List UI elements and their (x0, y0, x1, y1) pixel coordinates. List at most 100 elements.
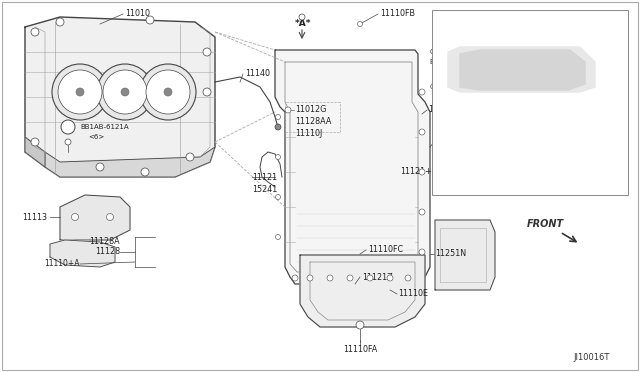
Polygon shape (460, 50, 585, 90)
Circle shape (299, 14, 305, 20)
Circle shape (203, 88, 211, 96)
Bar (432, 10, 628, 195)
Text: 11251N: 11251N (435, 250, 466, 259)
Text: 11128: 11128 (95, 247, 120, 257)
Circle shape (97, 64, 153, 120)
Polygon shape (60, 195, 130, 240)
Circle shape (419, 249, 425, 255)
Circle shape (405, 275, 411, 281)
Polygon shape (45, 147, 215, 177)
Circle shape (292, 275, 298, 281)
Polygon shape (435, 220, 495, 290)
Polygon shape (25, 17, 215, 177)
Text: A: A (480, 94, 484, 99)
Text: *A*: *A* (295, 19, 312, 29)
Circle shape (56, 18, 64, 26)
Text: 11113: 11113 (22, 212, 47, 221)
Circle shape (72, 214, 79, 221)
Circle shape (121, 88, 129, 96)
Circle shape (31, 138, 39, 146)
Circle shape (275, 154, 280, 160)
Text: B: B (66, 125, 70, 129)
Text: C: C (623, 84, 628, 90)
Circle shape (203, 48, 211, 56)
Circle shape (419, 209, 425, 215)
Text: A: A (496, 94, 500, 99)
Circle shape (327, 275, 333, 281)
Text: C‥‥‥ 11110F: C‥‥‥ 11110F (438, 120, 480, 125)
Circle shape (419, 129, 425, 135)
Text: 11110FA: 11110FA (343, 346, 377, 355)
Circle shape (186, 153, 194, 161)
Text: C: C (429, 49, 434, 55)
Circle shape (347, 275, 353, 281)
Text: 11110FC: 11110FC (368, 246, 403, 254)
Text: 15241: 15241 (252, 185, 277, 193)
Text: (8): (8) (438, 111, 477, 116)
Text: 11128AA: 11128AA (295, 118, 332, 126)
Circle shape (275, 124, 281, 130)
Text: FRONT: FRONT (527, 219, 564, 229)
Circle shape (52, 64, 108, 120)
Text: 11110E: 11110E (398, 289, 428, 298)
Polygon shape (25, 137, 45, 167)
Circle shape (275, 234, 280, 240)
Text: 11110+A: 11110+A (45, 260, 80, 269)
Circle shape (103, 70, 147, 114)
Circle shape (358, 22, 362, 26)
Circle shape (31, 28, 39, 36)
Text: A: A (560, 94, 564, 99)
Circle shape (58, 70, 102, 114)
Text: 11110FB: 11110FB (380, 10, 415, 19)
Circle shape (419, 169, 425, 175)
Text: B: B (623, 59, 628, 65)
Text: A: A (546, 45, 550, 50)
Circle shape (65, 139, 71, 145)
Circle shape (164, 88, 172, 96)
Text: 11121: 11121 (252, 173, 277, 182)
Circle shape (146, 70, 190, 114)
Text: A: A (513, 45, 517, 50)
Circle shape (140, 64, 196, 120)
Text: A: A (466, 45, 470, 50)
Text: 11036: 11036 (428, 106, 453, 115)
Text: VIEW 'A': VIEW 'A' (442, 18, 484, 27)
Text: C: C (429, 84, 434, 90)
Text: C: C (623, 49, 628, 55)
Circle shape (146, 16, 154, 24)
Text: A----Ⓑ 08120-8251E    B‥‥‥11110B: A----Ⓑ 08120-8251E B‥‥‥11110B (438, 102, 547, 108)
Text: 11012G: 11012G (295, 106, 326, 115)
Text: B: B (429, 59, 434, 65)
Text: 11140: 11140 (245, 70, 270, 78)
Circle shape (285, 107, 291, 113)
Circle shape (275, 195, 280, 199)
Text: A: A (568, 45, 572, 50)
Text: BB1AB-6121A: BB1AB-6121A (80, 124, 129, 130)
Circle shape (275, 115, 280, 119)
Text: 11128A: 11128A (90, 237, 120, 247)
Text: 11010: 11010 (125, 10, 150, 19)
Text: 11110J: 11110J (295, 129, 323, 138)
Polygon shape (275, 50, 430, 284)
Circle shape (96, 163, 104, 171)
Text: 11110: 11110 (435, 138, 460, 147)
Circle shape (419, 89, 425, 95)
Circle shape (141, 168, 149, 176)
Circle shape (61, 120, 75, 134)
Circle shape (367, 275, 373, 281)
Circle shape (356, 321, 364, 329)
Polygon shape (50, 240, 115, 267)
Text: 11121Z: 11121Z (362, 273, 392, 282)
Text: A: A (528, 94, 532, 99)
Circle shape (106, 214, 113, 221)
Text: A: A (466, 94, 470, 99)
Text: 11121+A: 11121+A (400, 167, 437, 176)
Circle shape (307, 275, 313, 281)
Polygon shape (448, 47, 595, 92)
Polygon shape (300, 255, 425, 327)
Circle shape (76, 88, 84, 96)
Text: <6>: <6> (88, 134, 104, 140)
Text: A: A (488, 45, 492, 50)
Text: JI10016T: JI10016T (573, 353, 610, 362)
Circle shape (387, 275, 393, 281)
